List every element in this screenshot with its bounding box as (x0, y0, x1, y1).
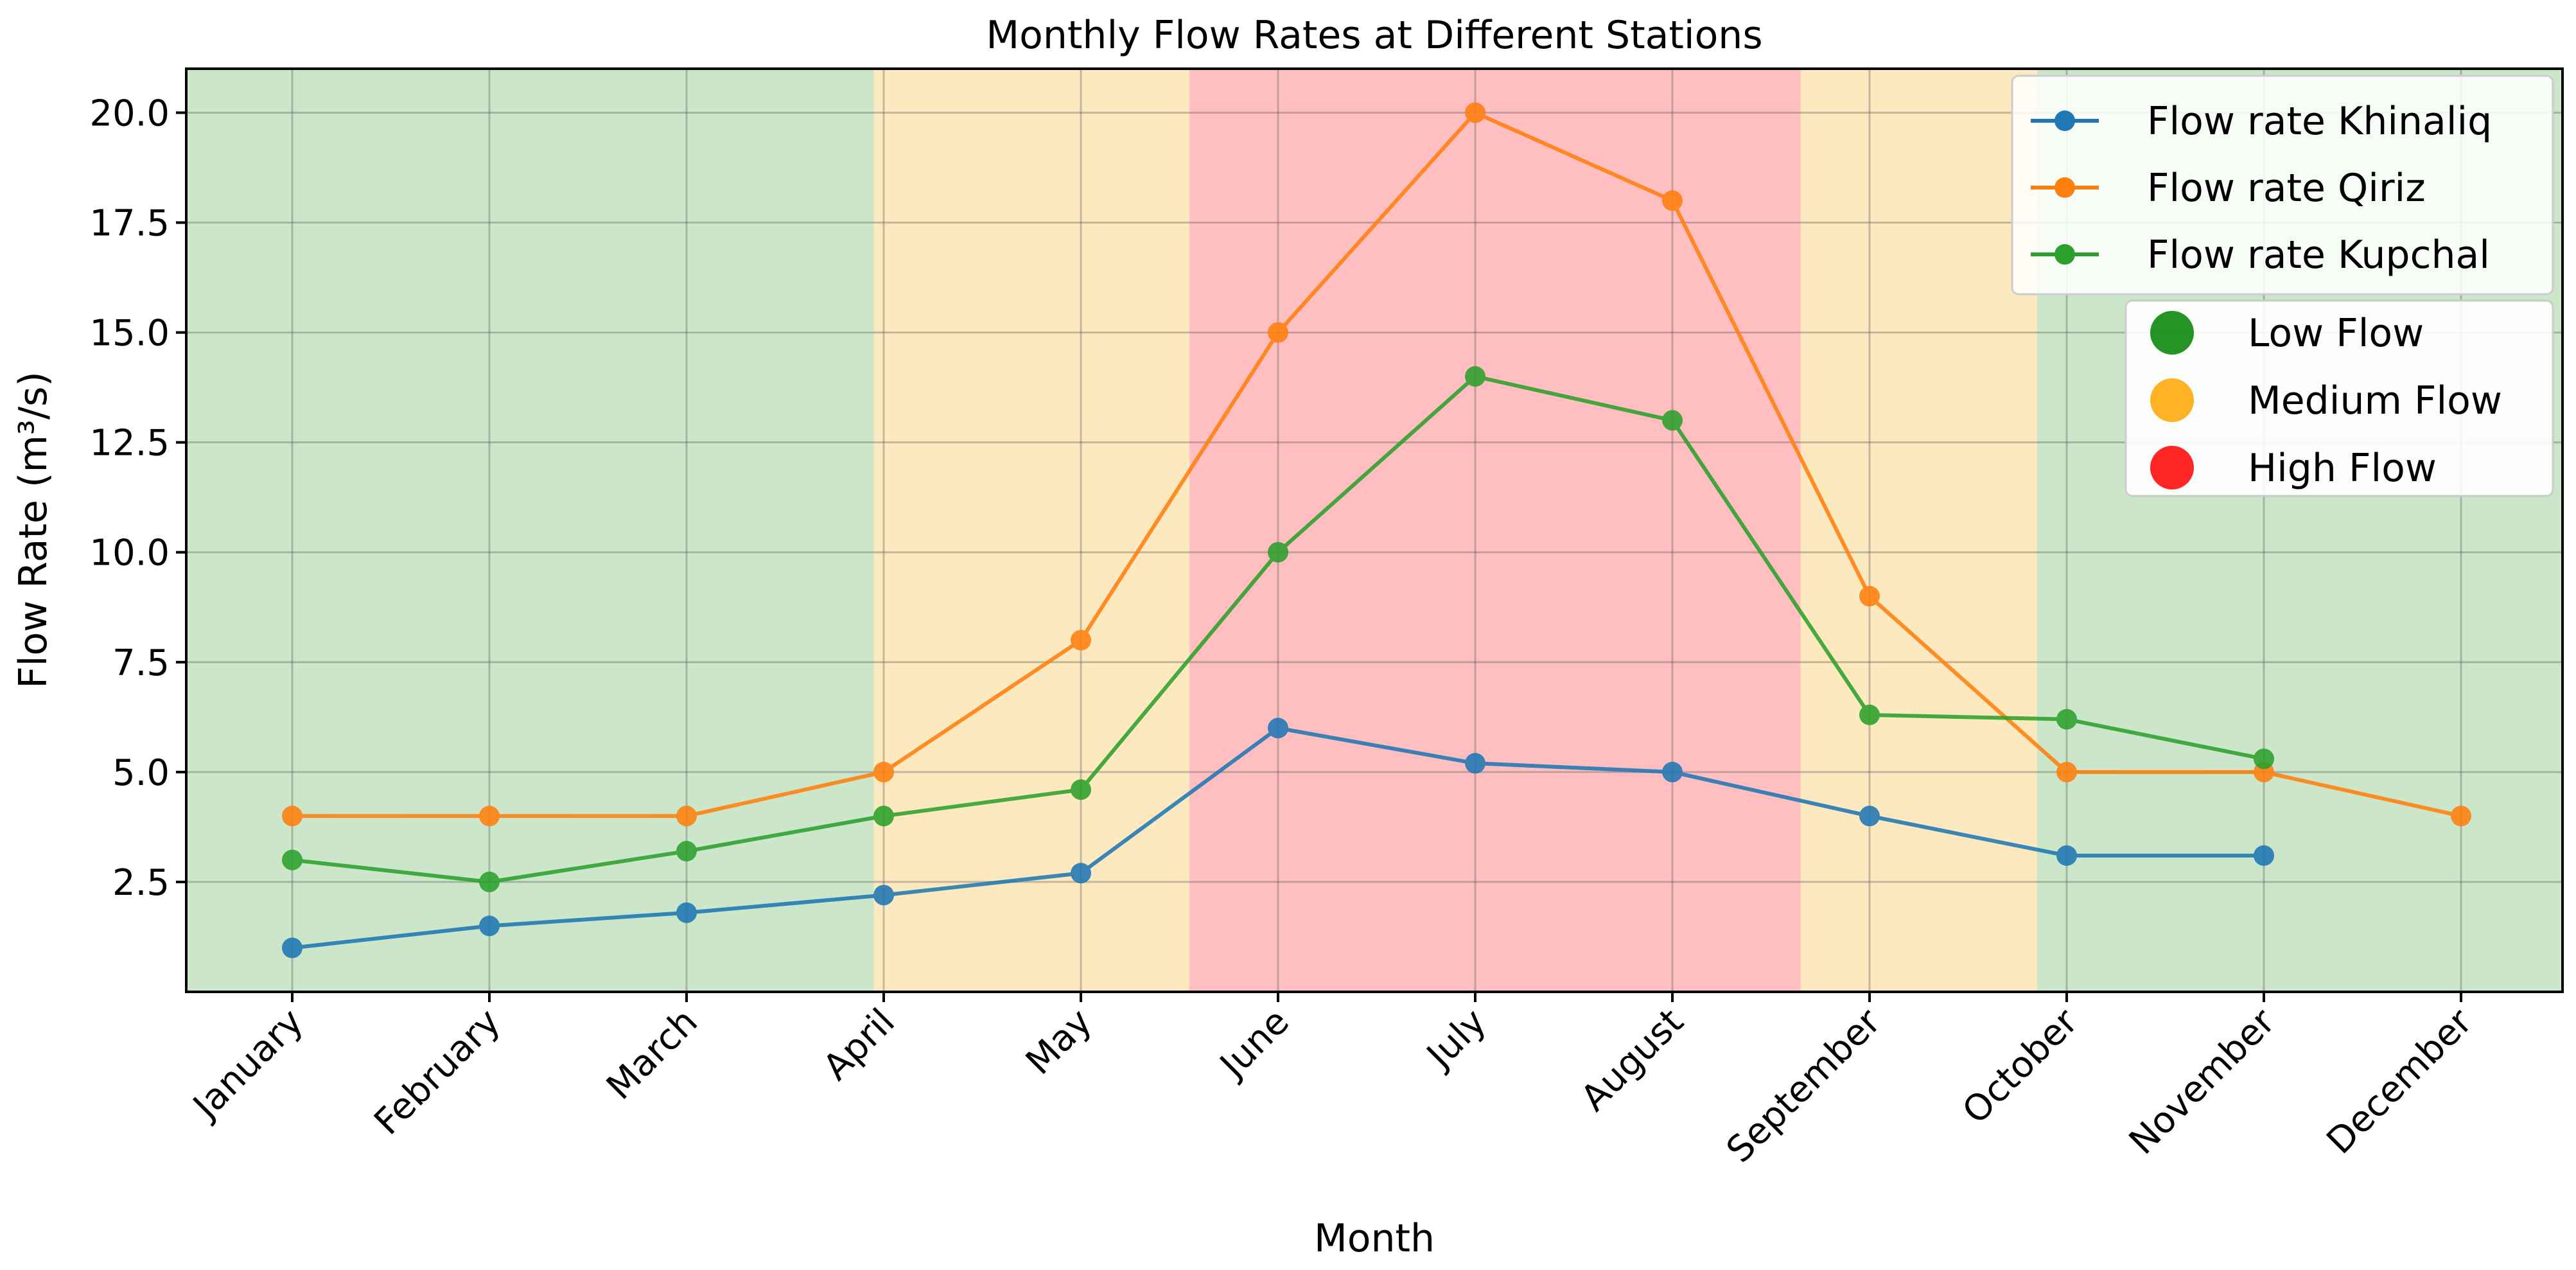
chart-title: Monthly Flow Rates at Different Stations (986, 13, 1762, 58)
y-tick-label: 2.5 (112, 862, 170, 904)
band-high-flow (1189, 69, 1801, 992)
x-tick-label: November (2121, 1000, 2284, 1163)
y-tick-label: 7.5 (112, 642, 170, 684)
legend-marker (2150, 311, 2194, 355)
data-point (2056, 761, 2077, 782)
legend-label: Flow rate Khinaliq (2147, 99, 2492, 144)
flow-level-bands (186, 69, 2563, 992)
data-point (873, 761, 894, 782)
data-point (2056, 845, 2077, 866)
legend-label: High Flow (2248, 446, 2437, 491)
legend-marker (2055, 177, 2075, 198)
data-point (1071, 630, 1091, 651)
data-point (873, 806, 894, 827)
data-point (2254, 845, 2274, 866)
data-point (2056, 709, 2077, 730)
legend-box (2011, 75, 2554, 295)
series-3 (282, 366, 2274, 892)
x-tick-label: January (184, 1001, 311, 1128)
x-tick-label: August (1573, 1001, 1692, 1120)
y-tick-label: 10.0 (89, 533, 170, 574)
y-axis-label: Flow Rate (m³/s) (11, 371, 56, 688)
x-tick-label: May (1018, 1001, 1100, 1083)
x-tick-label: April (815, 1001, 902, 1088)
plot-frame (185, 67, 2564, 993)
data-point (1465, 366, 1485, 387)
x-tick-label: June (1211, 1001, 1297, 1087)
flow-level-legend: Low Flow Medium Flow High Flow (2125, 299, 2554, 497)
data-point (479, 915, 500, 937)
x-tick-label: March (599, 1001, 706, 1108)
legend-label: Flow rate Kupchal (2147, 233, 2490, 278)
legend-marker (2055, 244, 2075, 265)
data-point (1662, 761, 1683, 782)
data-point (2451, 806, 2471, 827)
legend-marker (2055, 110, 2075, 131)
data-point (2254, 748, 2274, 770)
data-point (1071, 863, 1091, 884)
x-axis-ticks: January February March April May June July Augu… (184, 992, 2481, 1171)
series-line (292, 110, 2462, 818)
legend-label: Flow rate Qiriz (2147, 166, 2426, 211)
data-point (676, 902, 697, 923)
data-point (1662, 410, 1683, 431)
data-point (676, 806, 697, 827)
legend-label: Low Flow (2248, 311, 2424, 356)
legend-marker (2150, 378, 2194, 422)
data-point (873, 885, 894, 906)
data-point (1071, 779, 1091, 800)
y-tick-label: 17.5 (89, 203, 170, 245)
series-legend: Flow rate Khinaliq Flow rate Qiriz Flow ra… (2011, 75, 2554, 295)
data-point (1662, 190, 1683, 211)
x-tick-label: December (2319, 1000, 2481, 1162)
legend-label: Medium Flow (2248, 378, 2502, 423)
data-point (479, 806, 500, 827)
series-1 (282, 718, 2274, 958)
data-point (282, 849, 302, 870)
y-tick-label: 20.0 (89, 93, 170, 134)
legend-box (2125, 299, 2554, 497)
x-tick-label: October (1954, 1000, 2086, 1132)
data-series (282, 102, 2471, 958)
data-point (479, 871, 500, 892)
data-point (1268, 542, 1288, 563)
data-point (1465, 102, 1485, 123)
data-point (1268, 322, 1288, 343)
y-tick-label: 5.0 (112, 752, 170, 794)
x-axis-label: Month (1314, 1216, 1435, 1261)
band-medium-flow (873, 69, 1189, 992)
data-point (676, 841, 697, 862)
y-tick-label: 15.0 (89, 313, 170, 355)
y-tick-label: 12.5 (89, 423, 170, 464)
x-tick-label: September (1719, 1000, 1889, 1171)
legend-marker (2150, 446, 2194, 489)
data-point (1859, 806, 1880, 827)
y-axis-ticks: 2.5 5.0 7.5 10.0 12.5 15.0 17.5 20.0 (89, 93, 186, 904)
data-point (1465, 753, 1485, 774)
data-point (1859, 586, 1880, 607)
data-point (1268, 718, 1288, 739)
data-point (282, 937, 302, 958)
data-point (1859, 704, 1880, 725)
data-point (282, 806, 302, 827)
x-tick-label: February (366, 1001, 508, 1143)
band-medium-flow (1800, 69, 2037, 992)
x-tick-label: July (1418, 1001, 1494, 1077)
